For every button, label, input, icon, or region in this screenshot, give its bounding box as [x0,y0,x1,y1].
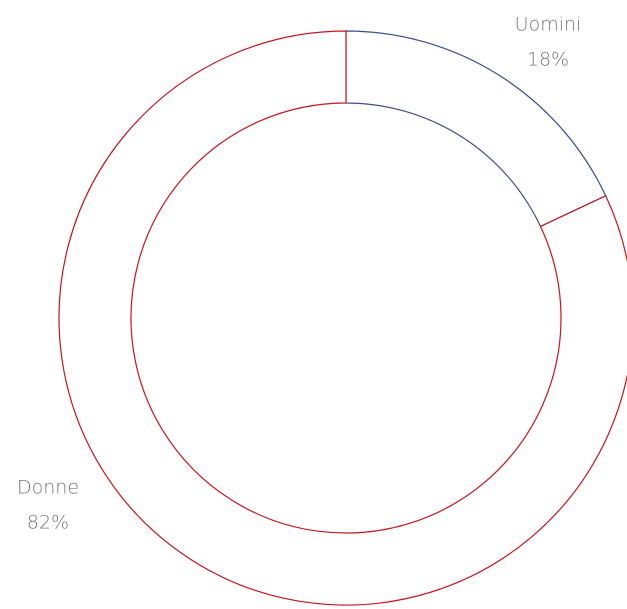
segment-label: Donne [17,477,79,499]
segment-value-label: 18% [527,49,569,71]
segment-value-label: 82% [27,512,69,534]
segment-label: Uomini [515,14,582,36]
donut-segment [58,30,627,606]
